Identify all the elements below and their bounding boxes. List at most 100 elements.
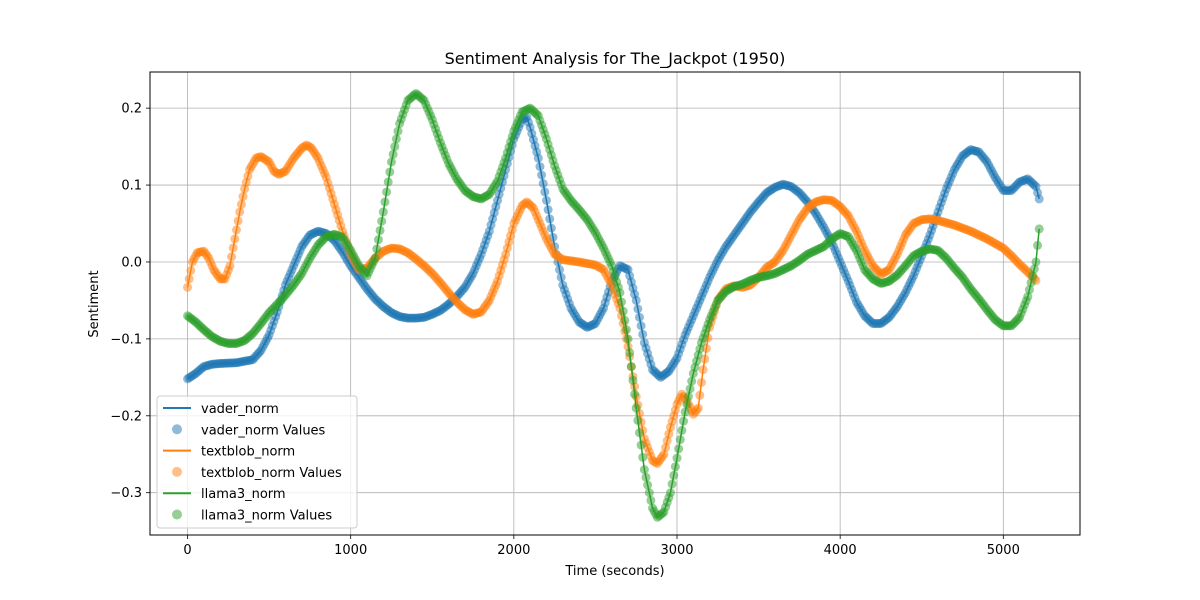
data-point <box>633 304 643 314</box>
data-point <box>636 321 646 331</box>
data-point <box>615 288 625 298</box>
data-point <box>626 362 636 372</box>
data-point <box>1034 194 1044 204</box>
data-point <box>1023 292 1033 302</box>
data-point <box>235 207 245 217</box>
y-tick-label: −0.3 <box>110 486 142 501</box>
data-point <box>546 223 556 233</box>
data-point <box>1033 240 1043 250</box>
data-point <box>700 354 710 364</box>
data-point <box>641 472 651 482</box>
data-point <box>1031 257 1041 267</box>
data-point <box>1024 285 1034 295</box>
data-point <box>372 244 382 254</box>
x-tick-label: 3000 <box>660 543 693 558</box>
y-tick-label: 0.2 <box>121 102 142 117</box>
y-tick-label: −0.1 <box>110 332 142 347</box>
legend-marker-swatch <box>172 424 182 435</box>
data-point <box>380 197 390 207</box>
data-point <box>625 348 635 358</box>
y-tick-label: −0.2 <box>110 409 142 424</box>
data-point <box>388 149 398 159</box>
data-point <box>675 435 685 445</box>
y-tick-label: 0.1 <box>121 179 142 194</box>
series-llama3_norm <box>183 89 1044 522</box>
plot-frame <box>149 71 1081 536</box>
data-point <box>630 389 640 399</box>
data-point <box>183 282 193 292</box>
x-tick-label: 0 <box>183 543 191 558</box>
data-point <box>665 488 675 498</box>
legend-box <box>156 395 358 529</box>
legend-marker-swatch <box>172 509 182 520</box>
data-point <box>538 179 548 189</box>
data-point <box>533 153 543 163</box>
legend-label: llama3_norm <box>201 487 286 502</box>
data-point <box>233 216 243 226</box>
y-tick-label: 0.0 <box>121 255 142 270</box>
data-point <box>662 436 672 446</box>
x-tick-label: 4000 <box>824 543 857 558</box>
data-point <box>631 403 641 413</box>
data-point <box>535 162 545 172</box>
data-point <box>227 252 237 262</box>
data-point <box>373 235 383 245</box>
data-point <box>238 192 248 202</box>
plot-data <box>183 89 1044 522</box>
y-axis-label: Sentiment <box>87 270 102 337</box>
data-point <box>186 265 196 275</box>
legend-label: vader_norm Values <box>201 423 326 438</box>
data-point <box>639 465 649 475</box>
data-point <box>638 452 648 462</box>
legend-label: llama3_norm Values <box>201 509 332 524</box>
data-point <box>631 295 641 305</box>
data-point <box>230 234 240 244</box>
x-tick-label: 2000 <box>497 543 530 558</box>
data-point <box>184 274 194 284</box>
data-point <box>685 384 695 394</box>
data-point <box>236 199 246 209</box>
data-point <box>670 462 680 472</box>
legend: vader_norm vader_norm Values textblob_norm… <box>156 395 358 529</box>
data-point <box>633 415 643 425</box>
data-point <box>555 265 565 275</box>
data-point <box>1029 264 1039 274</box>
data-point <box>541 195 551 205</box>
data-point <box>679 416 689 426</box>
data-point <box>382 187 392 197</box>
data-point <box>672 453 682 463</box>
data-point <box>231 225 241 235</box>
data-point <box>636 440 646 450</box>
data-point <box>661 443 671 453</box>
data-point <box>677 425 687 435</box>
data-point <box>545 214 555 224</box>
data-point <box>643 480 653 490</box>
x-tick-label: 5000 <box>987 543 1020 558</box>
data-point <box>646 495 656 505</box>
data-point <box>638 329 648 339</box>
legend-label: textblob_norm Values <box>201 466 342 481</box>
data-point <box>377 216 387 226</box>
data-point <box>659 449 669 459</box>
data-point <box>537 170 547 180</box>
data-point <box>618 306 628 316</box>
data-point <box>683 392 693 402</box>
data-point <box>644 488 654 498</box>
data-point <box>620 315 630 325</box>
data-point <box>375 225 385 235</box>
data-point <box>674 444 684 454</box>
data-point <box>695 390 705 400</box>
data-point <box>698 365 708 375</box>
data-point <box>669 470 679 480</box>
data-point <box>634 428 644 438</box>
data-point <box>664 429 674 439</box>
data-point <box>390 142 400 152</box>
data-point <box>687 376 697 386</box>
data-point <box>393 126 403 136</box>
data-point <box>228 243 238 253</box>
data-point <box>680 407 690 417</box>
data-point <box>556 272 566 282</box>
x-tick-label: 1000 <box>334 543 367 558</box>
data-point <box>385 167 395 177</box>
